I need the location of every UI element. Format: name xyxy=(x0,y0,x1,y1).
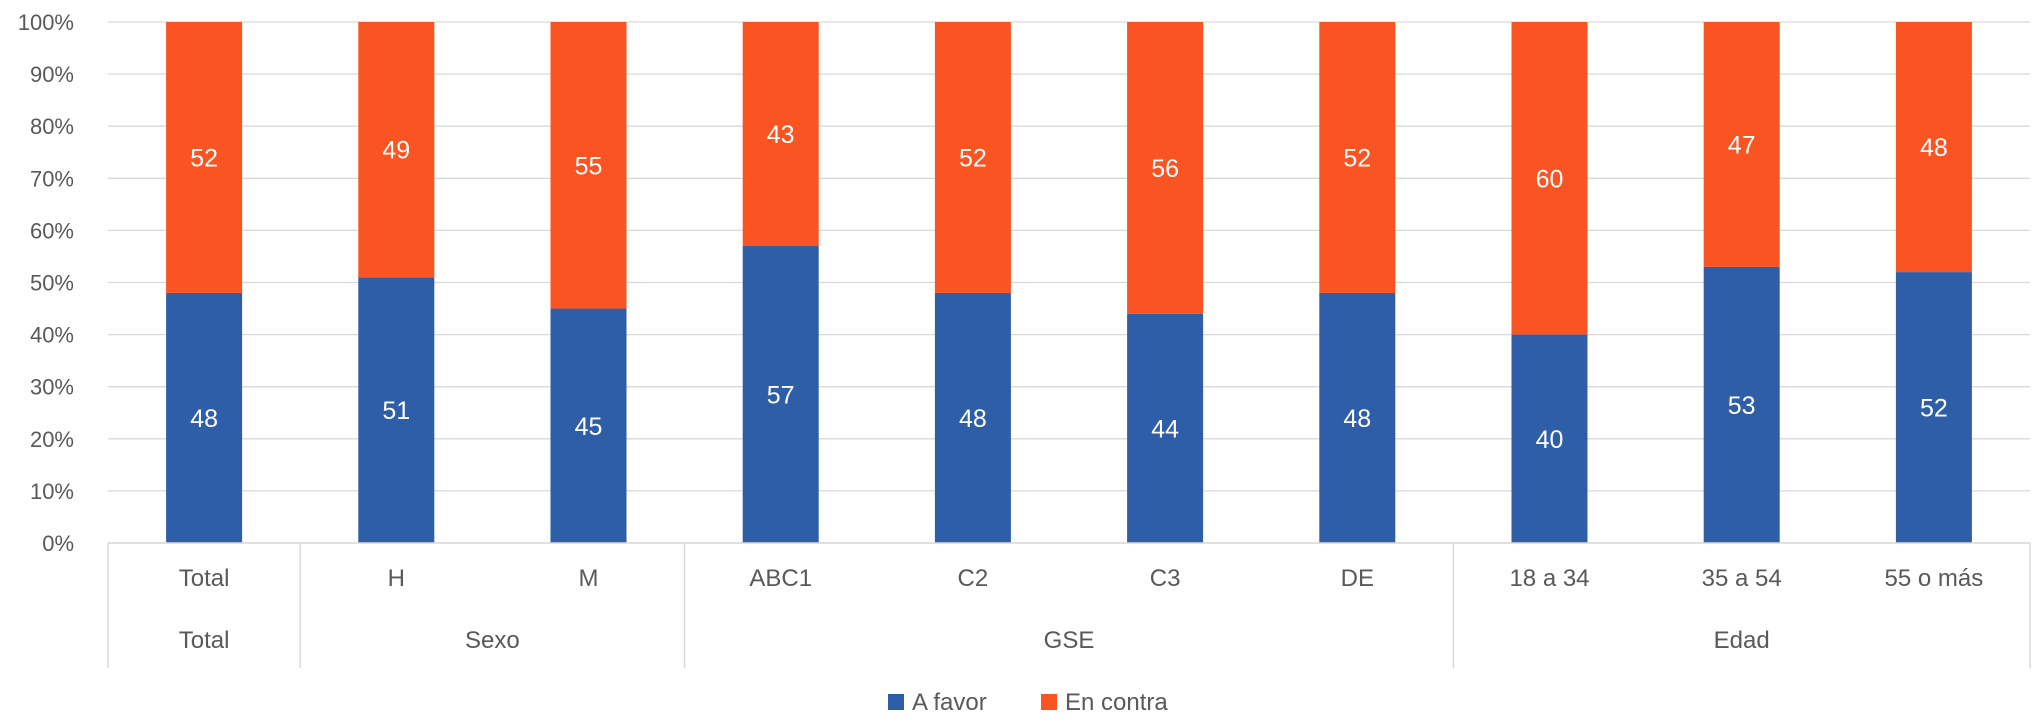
bar-a-favor xyxy=(550,308,627,543)
data-label: 45 xyxy=(575,413,603,441)
data-label: 52 xyxy=(1343,144,1371,172)
y-tick-label: 100% xyxy=(18,10,74,35)
bar-a-favor xyxy=(1511,334,1588,543)
data-label: 47 xyxy=(1728,131,1756,159)
y-tick-label: 20% xyxy=(30,427,74,452)
x-category-label: C3 xyxy=(1150,565,1181,592)
bar-en-contra xyxy=(1703,22,1780,267)
y-tick-label: 70% xyxy=(30,166,74,191)
bar-en-contra xyxy=(934,22,1011,293)
data-label: 40 xyxy=(1536,426,1564,454)
x-category-label: 35 a 54 xyxy=(1702,565,1782,592)
x-category-label: DE xyxy=(1341,565,1374,592)
x-category-label: H xyxy=(388,565,405,592)
bar-en-contra xyxy=(1511,22,1588,335)
data-label: 60 xyxy=(1536,165,1564,193)
bars: 48 52 51 49 45 55 57 43 48 52 44 56 48 52 40 60 53 47 52 48 xyxy=(166,22,1972,543)
data-label: 48 xyxy=(1920,134,1948,162)
y-tick-label: 30% xyxy=(30,375,74,400)
bar-a-favor xyxy=(1127,313,1204,543)
data-label: 53 xyxy=(1728,392,1756,420)
data-label: 56 xyxy=(1151,155,1179,183)
data-label: 51 xyxy=(382,397,410,425)
x-axis: Total H M ABC1 C2 C3 DE 18 a 34 35 a 54 55 o más T… xyxy=(107,542,2031,668)
bar-a-favor xyxy=(166,292,243,543)
x-category-label: Total xyxy=(179,565,230,592)
bar-a-favor xyxy=(742,246,819,543)
x-category-label: C2 xyxy=(958,565,989,592)
data-label: 49 xyxy=(382,137,410,165)
bar-a-favor xyxy=(1895,272,1972,543)
x-category-label: M xyxy=(579,565,599,592)
legend-label: A favor xyxy=(912,689,987,716)
data-label: 52 xyxy=(1920,395,1948,423)
bar-en-contra xyxy=(1127,22,1204,314)
bar-en-contra xyxy=(1895,22,1972,273)
legend-label: En contra xyxy=(1065,689,1168,716)
data-label: 57 xyxy=(767,382,795,410)
y-tick-label: 80% xyxy=(30,114,74,139)
x-group-label: Edad xyxy=(1714,627,1770,654)
y-tick-label: 10% xyxy=(30,479,74,504)
y-tick-label: 50% xyxy=(30,271,74,296)
y-tick-label: 0% xyxy=(42,531,74,556)
legend-swatch xyxy=(888,694,904,710)
legend-swatch xyxy=(1041,694,1057,710)
y-axis: 0% 10% 20% 30% 40% 50% 60% 70% 80% 90% 100% xyxy=(18,10,74,556)
bar-en-contra xyxy=(550,22,627,309)
bar-a-favor xyxy=(1319,292,1396,543)
data-label: 48 xyxy=(1343,405,1371,433)
bar-en-contra xyxy=(358,22,435,278)
y-tick-label: 60% xyxy=(30,218,74,243)
bar-a-favor xyxy=(1703,266,1780,543)
x-group-label: Sexo xyxy=(465,627,520,654)
x-category-label: ABC1 xyxy=(749,565,812,592)
bar-en-contra xyxy=(742,22,819,247)
data-label: 55 xyxy=(575,152,603,180)
y-tick-label: 40% xyxy=(30,323,74,348)
y-tick-label: 90% xyxy=(30,62,74,87)
bar-a-favor xyxy=(358,277,435,543)
x-group-label: GSE xyxy=(1044,627,1095,654)
bar-en-contra xyxy=(166,22,243,293)
data-label: 44 xyxy=(1151,415,1179,443)
x-category-label: 55 o más xyxy=(1885,565,1984,592)
legend: A favor En contra xyxy=(888,689,1168,716)
x-group-label: Total xyxy=(179,627,230,654)
bar-en-contra xyxy=(1319,22,1396,293)
bar-a-favor xyxy=(934,292,1011,543)
x-category-label: 18 a 34 xyxy=(1509,565,1589,592)
data-label: 43 xyxy=(767,121,795,149)
data-label: 52 xyxy=(190,144,218,172)
data-label: 52 xyxy=(959,144,987,172)
data-label: 48 xyxy=(190,405,218,433)
data-label: 48 xyxy=(959,405,987,433)
